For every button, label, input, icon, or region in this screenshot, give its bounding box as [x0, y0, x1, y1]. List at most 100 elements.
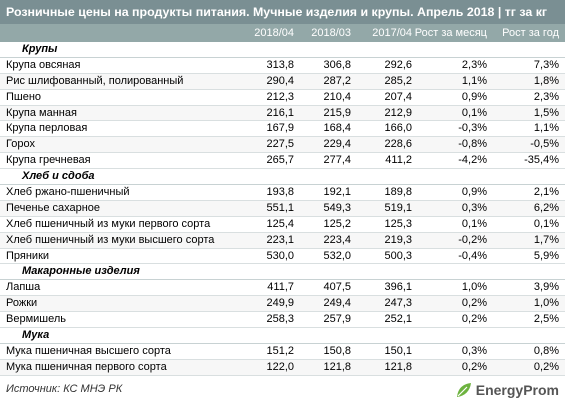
- section-title: Мука: [22, 329, 50, 342]
- value-cell: 212,9: [384, 106, 412, 119]
- value-cell: 6,2%: [533, 201, 559, 214]
- section-title: Крупы: [22, 43, 58, 55]
- product-name: Крупа перловая: [6, 122, 88, 135]
- value-cell: 2,1%: [533, 186, 559, 199]
- table-row: Печенье сахарное 551,1 549,3 519,1 0,3% 6,2%: [0, 200, 565, 217]
- value-cell: 1,7%: [533, 233, 559, 246]
- value-cell: 247,3: [384, 297, 412, 310]
- value-cell: 228,6: [384, 138, 412, 151]
- product-name: Хлеб пшеничный из муки высшего сорта: [6, 233, 215, 246]
- value-cell: 249,4: [323, 297, 351, 310]
- value-cell: 411,2: [385, 154, 412, 167]
- value-cell: 193,8: [266, 186, 294, 199]
- value-cell: 227,5: [266, 138, 294, 151]
- value-cell: 189,8: [384, 186, 412, 199]
- product-name: Крупа манная: [6, 106, 77, 119]
- value-cell: 166,0: [384, 122, 412, 135]
- value-cell: 5,9%: [533, 249, 559, 262]
- value-cell: 215,9: [323, 106, 351, 119]
- value-cell: -0,3%: [458, 122, 487, 135]
- product-name: Мука пшеничная высшего сорта: [6, 344, 171, 357]
- value-cell: 216,1: [266, 106, 294, 119]
- product-name: Рожки: [6, 297, 38, 310]
- value-cell: 2,3%: [533, 90, 559, 103]
- value-cell: 1,5%: [533, 106, 559, 119]
- value-cell: 549,3: [323, 201, 351, 214]
- product-name: Пшено: [6, 90, 42, 103]
- value-cell: 3,9%: [533, 281, 559, 294]
- value-cell: 122,0: [266, 360, 294, 373]
- value-cell: 121,8: [384, 360, 412, 373]
- product-name: Хлеб ржано-пшеничный: [6, 186, 130, 199]
- value-cell: 125,2: [323, 217, 351, 230]
- value-cell: 125,3: [384, 217, 412, 230]
- product-name: Мука пшеничная первого сорта: [6, 360, 167, 373]
- product-name: Пряники: [6, 249, 50, 262]
- column-header-month-growth: Рост за месяц: [414, 27, 487, 39]
- value-cell: 2,5%: [533, 313, 559, 326]
- value-cell: 0,2%: [461, 297, 487, 310]
- table-row: Мука пшеничная первого сорта 122,0 121,8 12…: [0, 359, 565, 376]
- value-cell: 313,8: [266, 58, 294, 71]
- column-header-year-growth: Рост за год: [502, 27, 559, 39]
- value-cell: 277,4: [323, 154, 351, 167]
- value-cell: 0,3%: [461, 344, 487, 357]
- value-cell: 1,0%: [461, 281, 487, 294]
- value-cell: 0,9%: [461, 90, 487, 103]
- logo-text: EnergyProm: [475, 382, 559, 398]
- value-cell: 0,2%: [533, 360, 559, 373]
- section-title: Хлеб и сдоба: [22, 170, 95, 183]
- table-row: Горох 227,5 229,4 228,6 -0,8% -0,5%: [0, 137, 565, 154]
- value-cell: 257,9: [323, 313, 351, 326]
- value-cell: -35,4%: [524, 154, 559, 167]
- table-row: Пшено 212,3 210,4 207,4 0,9% 2,3%: [0, 90, 565, 106]
- value-cell: 1,8%: [533, 74, 559, 87]
- value-cell: 411,7: [267, 281, 294, 294]
- value-cell: 407,5: [323, 281, 351, 294]
- value-cell: 306,8: [323, 58, 351, 71]
- product-name: Вермишель: [6, 313, 67, 326]
- product-name: Лапша: [6, 281, 41, 294]
- value-cell: 223,1: [266, 233, 294, 246]
- table-row: Пряники 530,0 532,0 500,3 -0,4% 5,9%: [0, 249, 565, 265]
- table-row: Крупа овсяная 313,8 306,8 292,6 2,3% 7,3%: [0, 58, 565, 74]
- value-cell: 223,4: [323, 233, 351, 246]
- value-cell: 0,3%: [461, 201, 487, 214]
- value-cell: 287,2: [323, 74, 351, 87]
- table-body: Крупы Крупа овсяная 313,8 306,8 292,6 2,3% 7,3…: [0, 42, 565, 376]
- table-row: Рис шлифованный, полированный 290,4 287,2 2…: [0, 73, 565, 90]
- section-header: Крупы: [0, 42, 565, 58]
- value-cell: -0,5%: [530, 138, 559, 151]
- value-cell: 0,1%: [461, 106, 487, 119]
- value-cell: -0,8%: [458, 138, 487, 151]
- value-cell: -0,2%: [458, 233, 487, 246]
- value-cell: 249,9: [266, 297, 294, 310]
- value-cell: 219,3: [384, 233, 412, 246]
- product-name: Печенье сахарное: [6, 201, 101, 214]
- value-cell: 0,2%: [461, 360, 487, 373]
- value-cell: 167,9: [266, 122, 294, 135]
- value-cell: 290,4: [266, 74, 294, 87]
- source-note: Источник: КС МНЭ РК: [6, 383, 123, 395]
- value-cell: 2,3%: [461, 58, 487, 71]
- product-name: Рис шлифованный, полированный: [6, 74, 184, 87]
- value-cell: -0,4%: [458, 249, 487, 262]
- value-cell: 121,8: [323, 360, 351, 373]
- column-header-2018-04: 2018/04: [254, 27, 294, 39]
- column-header-2018-03: 2018/03: [311, 27, 351, 39]
- value-cell: 258,3: [266, 313, 294, 326]
- value-cell: 0,2%: [461, 313, 487, 326]
- value-cell: 285,2: [384, 74, 412, 87]
- section-header: Макаронные изделия: [0, 264, 565, 281]
- value-cell: 229,4: [323, 138, 351, 151]
- value-cell: 1,1%: [533, 122, 559, 135]
- value-cell: 292,6: [384, 58, 412, 71]
- value-cell: 168,4: [323, 122, 351, 135]
- value-cell: 252,1: [384, 313, 412, 326]
- value-cell: 519,1: [384, 201, 412, 214]
- value-cell: 0,8%: [533, 344, 559, 357]
- value-cell: 125,4: [266, 217, 294, 230]
- table-row: Хлеб ржано-пшеничный 193,8 192,1 189,8 0,9% 2…: [0, 185, 565, 201]
- value-cell: 7,3%: [533, 58, 559, 71]
